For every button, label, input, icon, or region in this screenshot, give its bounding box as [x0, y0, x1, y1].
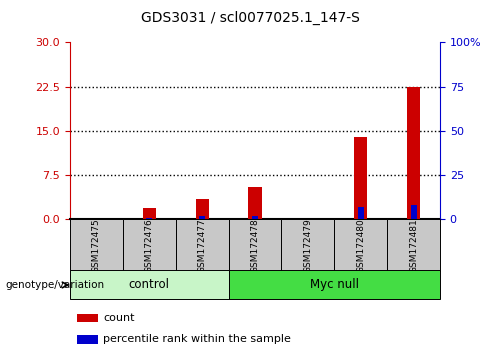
- Bar: [248, 187, 262, 219]
- Bar: [358, 207, 364, 219]
- Bar: [146, 218, 152, 219]
- Text: GSM172476: GSM172476: [145, 218, 154, 273]
- Text: GSM172478: GSM172478: [250, 218, 260, 273]
- Text: GSM172475: GSM172475: [92, 218, 101, 273]
- Text: control: control: [129, 278, 170, 291]
- Text: genotype/variation: genotype/variation: [5, 280, 104, 290]
- Text: GSM172479: GSM172479: [304, 218, 312, 273]
- Bar: [78, 335, 98, 343]
- Text: GSM172481: GSM172481: [409, 218, 418, 273]
- Text: percentile rank within the sample: percentile rank within the sample: [104, 335, 291, 344]
- Bar: [354, 137, 368, 219]
- Bar: [252, 216, 258, 219]
- Text: GSM172480: GSM172480: [356, 218, 365, 273]
- Bar: [123, 219, 176, 271]
- Bar: [199, 216, 205, 219]
- Bar: [228, 270, 440, 299]
- Bar: [407, 87, 420, 219]
- Text: count: count: [104, 313, 135, 323]
- Bar: [282, 219, 335, 271]
- Bar: [70, 219, 123, 271]
- Bar: [228, 219, 281, 271]
- Bar: [78, 314, 98, 322]
- Bar: [176, 219, 229, 271]
- Text: GDS3031 / scl0077025.1_147-S: GDS3031 / scl0077025.1_147-S: [140, 11, 360, 25]
- Bar: [142, 208, 156, 219]
- Bar: [334, 219, 387, 271]
- Bar: [387, 219, 440, 271]
- Bar: [410, 205, 416, 219]
- Bar: [70, 270, 228, 299]
- Text: Myc null: Myc null: [310, 278, 359, 291]
- Bar: [196, 199, 209, 219]
- Text: GSM172477: GSM172477: [198, 218, 206, 273]
